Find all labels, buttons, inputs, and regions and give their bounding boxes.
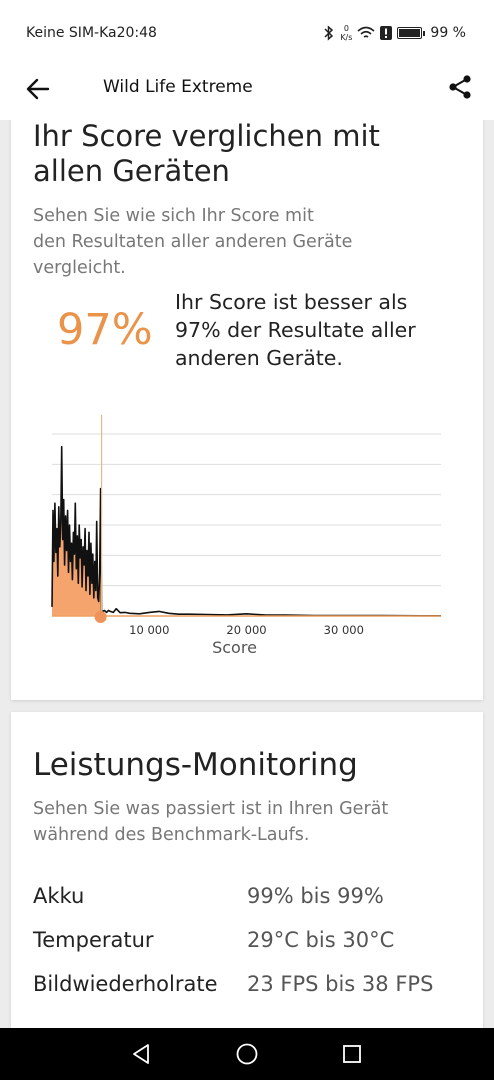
row-label: Temperatur xyxy=(33,928,154,952)
net-speed-value: 0 xyxy=(343,24,349,33)
x-axis-title: Score xyxy=(212,638,257,657)
clock: 20:48 xyxy=(116,25,157,41)
nav-recents-icon[interactable] xyxy=(340,1042,364,1066)
your-score-marker xyxy=(94,611,107,623)
battery-level: 99 % xyxy=(430,25,466,41)
back-arrow-icon[interactable] xyxy=(24,75,52,103)
wifi-icon xyxy=(357,26,375,38)
comparison-desc-line2: den Resultaten aller anderen Geräte xyxy=(33,232,353,252)
battery-icon xyxy=(397,27,423,39)
comparison-title: Ihr Score verglichen mit allen Geräten xyxy=(33,120,380,189)
monitoring-title: Leistungs-Monitoring xyxy=(33,747,358,783)
percentile-text-line3: anderen Geräte. xyxy=(175,346,343,370)
row-value: 29°C bis 30°C xyxy=(247,928,395,952)
net-speed-unit: K/s xyxy=(340,33,353,42)
x-tick-label: 10 000 xyxy=(129,623,169,637)
app-bar: Wild Life Extreme xyxy=(0,66,494,120)
content-scroll[interactable]: Ihr Score verglichen mit allen Geräten S… xyxy=(0,120,494,1028)
status-icons: 0 K/s 99 % xyxy=(323,24,466,42)
score-distribution-chart: 10 000 20 000 30 000 Score xyxy=(51,415,441,657)
monitoring-desc-line1: Sehen Sie was passiert ist in Ihren Gerä… xyxy=(33,799,389,819)
comparison-desc-line1: Sehen Sie wie sich Ihr Score mit xyxy=(33,206,314,226)
alert-icon xyxy=(380,26,393,40)
comparison-desc-line3: vergleicht. xyxy=(33,258,126,278)
bluetooth-icon xyxy=(324,25,334,41)
x-tick-labels: 10 000 20 000 30 000 xyxy=(129,623,364,637)
nav-home-icon[interactable] xyxy=(235,1042,259,1066)
chart-grid xyxy=(52,433,441,587)
percentile-text-line2: 97% der Resultate aller xyxy=(175,318,416,342)
battery-tip xyxy=(423,30,426,36)
row-label: Bildwiederholrate xyxy=(33,972,218,996)
nav-back-icon[interactable] xyxy=(129,1042,153,1066)
net-speed: 0 K/s xyxy=(340,24,352,42)
comparison-description: Sehen Sie wie sich Ihr Score mit den Res… xyxy=(33,203,352,281)
monitoring-description: Sehen Sie was passiert ist in Ihren Gerä… xyxy=(33,796,388,848)
system-nav-bar xyxy=(0,1028,494,1080)
monitoring-desc-line2: während des Benchmark-Laufs. xyxy=(33,825,310,845)
comparison-title-line1: Ihr Score verglichen mit xyxy=(33,120,380,153)
x-tick-label: 20 000 xyxy=(226,623,266,637)
comparison-title-line2: allen Geräten xyxy=(33,154,230,188)
app-title: Wild Life Extreme xyxy=(103,77,253,97)
row-value: 23 FPS bis 38 FPS xyxy=(247,972,434,996)
row-label: Akku xyxy=(33,884,85,908)
status-left: Keine SIM-Ka20:48 xyxy=(26,25,157,41)
percentile-text-line1: Ihr Score ist besser als xyxy=(175,290,408,314)
x-tick-label: 30 000 xyxy=(324,623,364,637)
performance-monitoring-card: Leistungs-Monitoring Sehen Sie was passi… xyxy=(11,712,483,1028)
carrier-label: Keine SIM-Ka xyxy=(26,25,117,41)
status-bar: Keine SIM-Ka20:48 0 K/s 99 % xyxy=(0,0,494,66)
percentile-text: Ihr Score ist besser als 97% der Resulta… xyxy=(175,288,475,372)
share-icon[interactable] xyxy=(446,73,474,101)
distribution-line xyxy=(51,445,441,617)
row-value: 99% bis 99% xyxy=(247,884,384,908)
score-comparison-card: Ihr Score verglichen mit allen Geräten S… xyxy=(11,120,483,700)
percentile-value: 97% xyxy=(57,305,153,355)
